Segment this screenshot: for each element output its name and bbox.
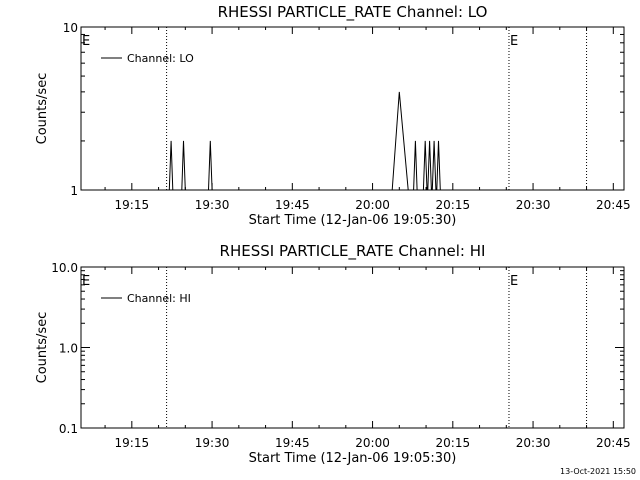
- y-tick-label: 10.0: [51, 261, 78, 275]
- x-tick-label: 20:30: [516, 436, 551, 450]
- x-tick-label: 20:15: [436, 198, 471, 212]
- x-tick-label: 20:00: [355, 436, 390, 450]
- series-line: [168, 91, 441, 191]
- event-marker-label: E: [510, 34, 518, 49]
- x-tick-label: 20:30: [516, 198, 551, 212]
- x-axis-label: Start Time (12-Jan-06 19:05:30): [249, 213, 457, 228]
- y-tick-label: 10: [63, 21, 78, 35]
- x-tick-label: 19:30: [195, 436, 230, 450]
- x-tick-label: 20:45: [596, 198, 631, 212]
- y-tick-label: 1: [70, 184, 78, 198]
- y-tick-label: 0.1: [59, 422, 78, 436]
- x-tick-label: 19:45: [275, 436, 310, 450]
- panel-lo: RHESSI PARTICLE_RATE Channel: LO 19:15 19:…: [35, 3, 631, 228]
- footer-timestamp: 13-Oct-2021 15:50: [560, 467, 636, 476]
- y-axis-label: Counts/sec: [35, 73, 50, 145]
- legend-label: Channel: LO: [127, 52, 194, 65]
- chart-title: RHESSI PARTICLE_RATE Channel: LO: [218, 3, 488, 22]
- event-marker-label: E: [82, 274, 90, 289]
- y-tick-label: 1.0: [59, 342, 78, 356]
- chart-title: RHESSI PARTICLE_RATE Channel: HI: [220, 242, 486, 261]
- panel-hi: RHESSI PARTICLE_RATE Channel: HI 19:15 19:…: [35, 242, 631, 466]
- x-axis-label: Start Time (12-Jan-06 19:05:30): [249, 451, 457, 466]
- x-tick-label: 19:30: [195, 198, 230, 212]
- x-tick-label: 19:15: [115, 436, 150, 450]
- y-axis-label: Counts/sec: [35, 312, 50, 384]
- x-tick-label: 20:15: [436, 436, 471, 450]
- event-marker-label: E: [510, 274, 518, 289]
- x-tick-label: 19:15: [115, 198, 150, 212]
- x-tick-label: 20:00: [355, 198, 390, 212]
- legend-label: Channel: HI: [127, 292, 191, 305]
- x-tick-label: 20:45: [596, 436, 631, 450]
- x-tick-label: 19:45: [275, 198, 310, 212]
- event-marker-label: E: [82, 34, 90, 49]
